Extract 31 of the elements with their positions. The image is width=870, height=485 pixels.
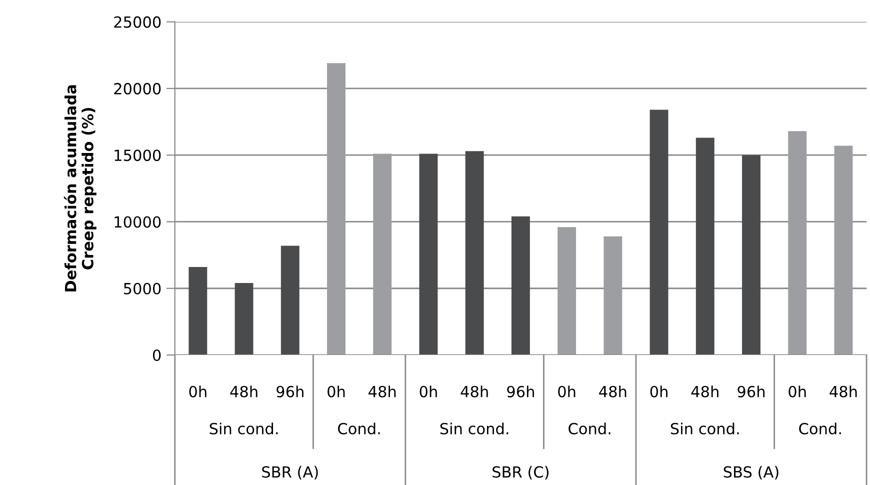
x-tick-label: 48h (691, 386, 718, 398)
x-tick-label: 0h (788, 386, 806, 398)
x-tick-label: 48h (368, 386, 396, 398)
x-tick-label: 96h (738, 386, 765, 398)
x-tick-label: 0h (650, 386, 668, 398)
x-tick-label: 0h (189, 386, 206, 398)
x-tick-label: 48h (460, 386, 488, 398)
y-tick-label: 5000 (124, 282, 161, 294)
text: Sin cond. (210, 422, 278, 434)
x-tick-label: 96h (507, 386, 534, 398)
text: SBR (A) (262, 466, 318, 480)
x-tick-label: 48h (230, 386, 258, 398)
y-tick-label: 25000 (114, 16, 161, 28)
y-axis-title: Deformación acumulada Creep repetido (%) (64, 85, 96, 292)
text: Sin cond. (440, 422, 508, 434)
x-tick-label: 0h (328, 386, 345, 398)
y-tick-label: 15000 (114, 150, 161, 162)
text: SBR (C) (492, 466, 548, 480)
y-tick-label: 10000 (114, 216, 161, 228)
text: Cond. (338, 422, 380, 434)
text: Cond. (568, 422, 610, 434)
text: Cond. (799, 422, 841, 434)
text: SBS (A) (724, 466, 778, 480)
x-tick-label: 48h (599, 386, 626, 398)
x-tick-label: 0h (420, 386, 437, 398)
y-tick-label: 20000 (114, 82, 161, 94)
y-tick-label: 0 (152, 349, 161, 362)
x-tick-label: 0h (558, 386, 576, 398)
x-tick-label: 48h (830, 386, 857, 398)
x-tick-label: 96h (276, 386, 304, 398)
text: Sin cond. (670, 422, 739, 434)
